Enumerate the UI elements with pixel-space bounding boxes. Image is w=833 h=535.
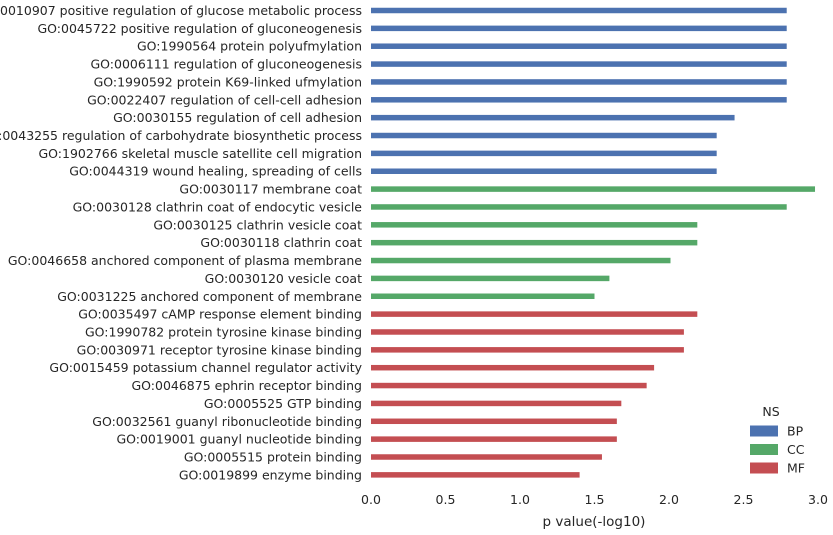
category-label: GO:0015459 potassium channel regulator a… [49, 360, 362, 375]
x-axis-title: p value(-log10) [543, 514, 646, 530]
x-tick-label: 0.0 [361, 492, 381, 507]
bar-bp [371, 79, 787, 85]
category-label: GO:0031225 anchored component of membran… [57, 289, 362, 304]
category-label: GO:0046875 ephrin receptor binding [131, 378, 362, 393]
category-label: GO:0043255 regulation of carbohydrate bi… [0, 128, 362, 143]
bar-mf [371, 436, 617, 442]
bar-cc [371, 239, 698, 246]
category-label: GO:1990782 protein tyrosine kinase bindi… [85, 324, 362, 339]
legend-label-mf: MF [787, 461, 805, 476]
bar-bp [371, 132, 717, 139]
legend-label-cc: CC [787, 442, 805, 457]
legend-label-bp: BP [787, 424, 804, 439]
legend-swatch-mf [750, 462, 778, 474]
category-label: GO:0006111 regulation of gluconeogenesis [91, 57, 363, 72]
bar-mf [371, 364, 655, 371]
category-label: GO:0030118 clathrin coat [200, 235, 362, 250]
legend-swatch-bp [750, 425, 778, 437]
category-label: GO:0022407 regulation of cell-cell adhes… [87, 92, 362, 107]
x-tick-label: 0.5 [436, 492, 456, 507]
bar-mf [371, 454, 602, 460]
category-label: GO:1990564 protein polyufmylation [137, 39, 362, 54]
category-label: GO:0030971 receptor tyrosine kinase bind… [77, 342, 362, 357]
bar-mf [371, 311, 698, 317]
category-label: GO:0005525 GTP binding [204, 396, 362, 411]
category-label: GO:0046658 anchored component of plasma … [8, 253, 362, 268]
category-label: GO:0035497 cAMP response element binding [78, 307, 362, 322]
bars-layer [371, 7, 816, 478]
x-tick-label: 3.0 [808, 492, 828, 507]
bar-bp [371, 61, 787, 67]
x-tick-label: 2.5 [734, 492, 754, 507]
category-labels: GO:0010907 positive regulation of glucos… [0, 3, 363, 482]
bar-cc [371, 186, 816, 192]
bar-mf [371, 382, 647, 389]
bar-cc [371, 293, 595, 300]
bar-cc [371, 204, 787, 210]
category-label: GO:0030155 regulation of cell adhesion [113, 110, 362, 125]
category-label: GO:1902766 skeletal muscle satellite cel… [38, 146, 362, 161]
bar-bp [371, 114, 735, 121]
category-label: GO:1990592 protein K69-linked ufmylation [94, 74, 362, 89]
bar-mf [371, 418, 617, 425]
bar-cc [371, 222, 698, 228]
bar-cc [371, 257, 671, 264]
x-axis: 0.0 0.5 1.0 1.5 2.0 2.5 3.0 [361, 492, 828, 507]
x-tick-label: 2.0 [659, 492, 679, 507]
category-label: GO:0019001 guanyl nucleotide binding [116, 432, 362, 447]
category-label: GO:0045722 positive regulation of glucon… [38, 21, 363, 36]
x-tick-label: 1.5 [585, 492, 605, 507]
category-label: GO:0044319 wound healing, spreading of c… [69, 164, 362, 179]
category-label: GO:0010907 positive regulation of glucos… [0, 3, 362, 18]
bar-bp [371, 150, 717, 157]
legend: NS BP CC MF [750, 404, 805, 476]
bar-bp [371, 97, 787, 103]
category-label: GO:0019899 enzyme binding [179, 467, 362, 482]
category-label: GO:0030125 clathrin vesicle coat [153, 217, 362, 232]
category-label: GO:0005515 protein binding [184, 450, 362, 465]
bar-bp [371, 43, 787, 49]
x-tick-label: 1.0 [510, 492, 530, 507]
bar-bp [371, 7, 787, 14]
legend-title: NS [762, 404, 779, 419]
bar-bp [371, 25, 787, 32]
category-label: GO:0030120 vesicle coat [205, 271, 362, 286]
bar-mf [371, 329, 684, 335]
bar-mf [371, 472, 580, 478]
bar-cc [371, 275, 610, 282]
legend-swatch-cc [750, 444, 778, 455]
category-label: GO:0032561 guanyl ribonucleotide binding [92, 414, 362, 429]
bar-mf [371, 400, 622, 407]
bar-mf [371, 347, 684, 353]
bar-bp [371, 168, 717, 174]
category-label: GO:0030117 membrane coat [179, 182, 362, 197]
category-label: GO:0030128 clathrin coat of endocytic ve… [73, 199, 363, 214]
